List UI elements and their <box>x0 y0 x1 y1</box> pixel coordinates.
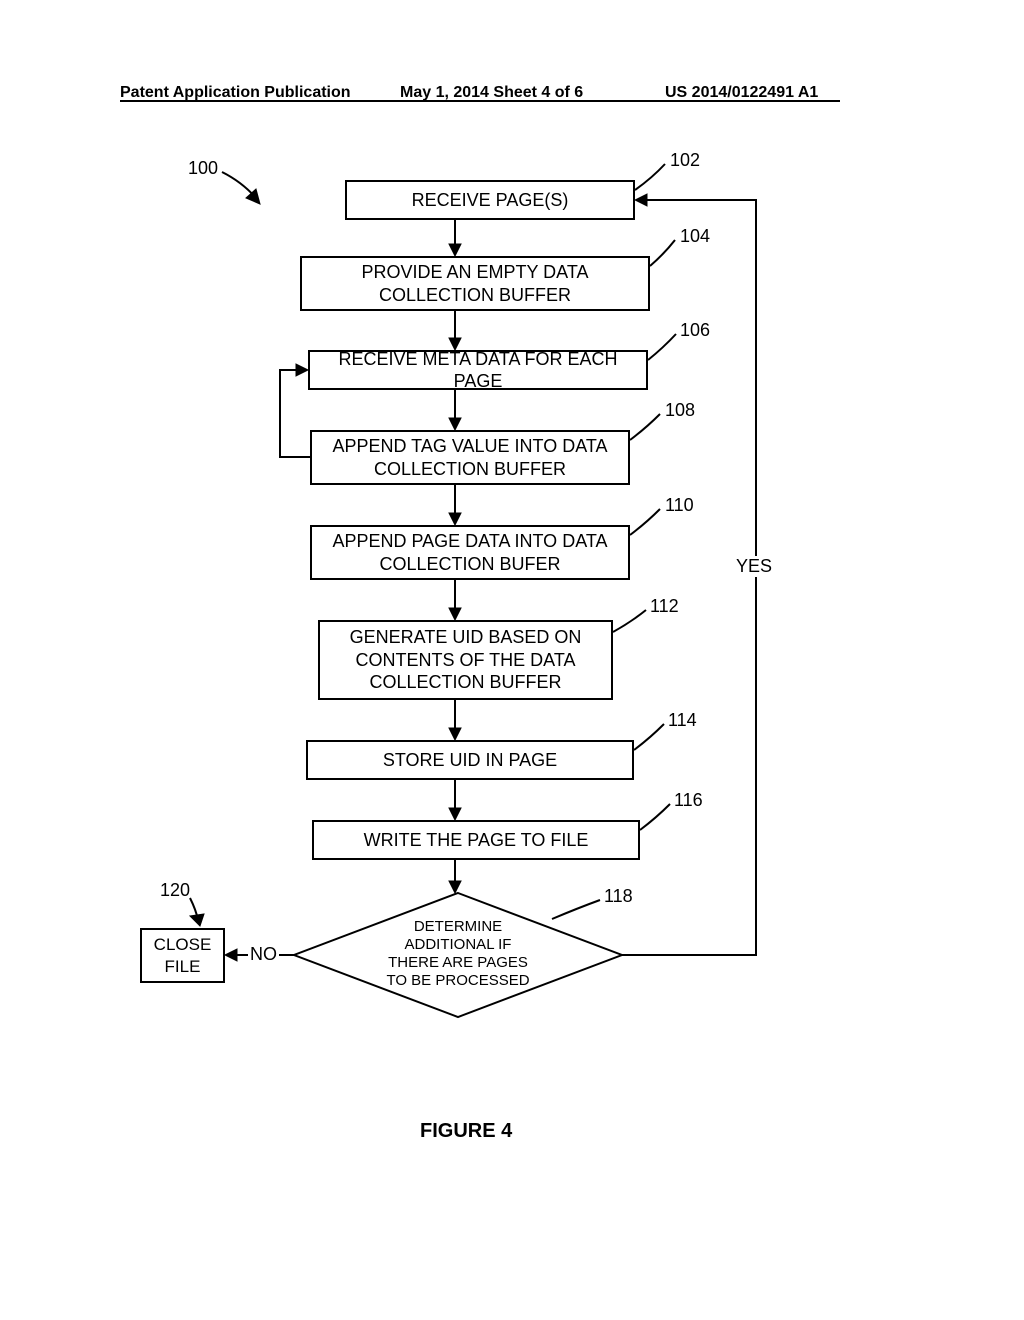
figure-caption: FIGURE 4 <box>420 1120 512 1143</box>
box-label: WRITE THE PAGE TO FILE <box>364 829 589 852</box>
edge-label-no: NO <box>248 944 279 965</box>
box-receive-metadata: RECEIVE META DATA FOR EACH PAGE <box>308 350 648 390</box>
edge-104-106 <box>449 311 461 350</box>
edge-114-116 <box>449 780 461 820</box>
edge-106-108 <box>449 390 461 430</box>
ref-108: 108 <box>665 400 695 421</box>
ref-118: 118 <box>604 886 633 907</box>
box-label: STORE UID IN PAGE <box>383 749 557 772</box>
ref-106: 106 <box>680 320 710 341</box>
box-label: RECEIVE PAGE(S) <box>412 189 569 212</box>
box-append-tag: APPEND TAG VALUE INTO DATA COLLECTION BU… <box>310 430 630 485</box>
edge-108-106-loop <box>280 364 310 457</box>
box-label: RECEIVE META DATA FOR EACH PAGE <box>318 348 638 393</box>
box-store-uid: STORE UID IN PAGE <box>306 740 634 780</box>
edge-112-114 <box>449 700 461 740</box>
edge-116-118 <box>449 860 461 893</box>
box-write-page: WRITE THE PAGE TO FILE <box>312 820 640 860</box>
ref-114: 114 <box>668 710 697 731</box>
ref-104: 104 <box>680 226 710 247</box>
box-label: GENERATE UID BASED ON CONTENTS OF THE DA… <box>328 626 603 694</box>
ref-116: 116 <box>674 790 703 811</box>
box-generate-uid: GENERATE UID BASED ON CONTENTS OF THE DA… <box>318 620 613 700</box>
edge-102-104 <box>449 220 461 256</box>
edge-label-yes: YES <box>734 556 774 577</box>
page: Patent Application Publication May 1, 20… <box>0 0 1024 1320</box>
box-receive-pages: RECEIVE PAGE(S) <box>345 180 635 220</box>
ref-102: 102 <box>670 150 700 171</box>
decision-118-diamond <box>294 893 622 1017</box>
ref-100: 100 <box>188 158 218 179</box>
box-empty-buffer: PROVIDE AN EMPTY DATA COLLECTION BUFFER <box>300 256 650 311</box>
box-label: APPEND PAGE DATA INTO DATA COLLECTION BU… <box>320 530 620 575</box>
ref-112: 112 <box>650 596 679 617</box>
box-label: APPEND TAG VALUE INTO DATA COLLECTION BU… <box>320 435 620 480</box>
box-close-file: CLOSE FILE <box>140 928 225 983</box>
box-append-page-data: APPEND PAGE DATA INTO DATA COLLECTION BU… <box>310 525 630 580</box>
edge-108-110 <box>449 485 461 525</box>
box-label: PROVIDE AN EMPTY DATA COLLECTION BUFFER <box>310 261 640 306</box>
box-label: CLOSE FILE <box>150 934 215 977</box>
edge-110-112 <box>449 580 461 620</box>
ref-120: 120 <box>160 880 190 901</box>
ref-110: 110 <box>665 495 694 516</box>
